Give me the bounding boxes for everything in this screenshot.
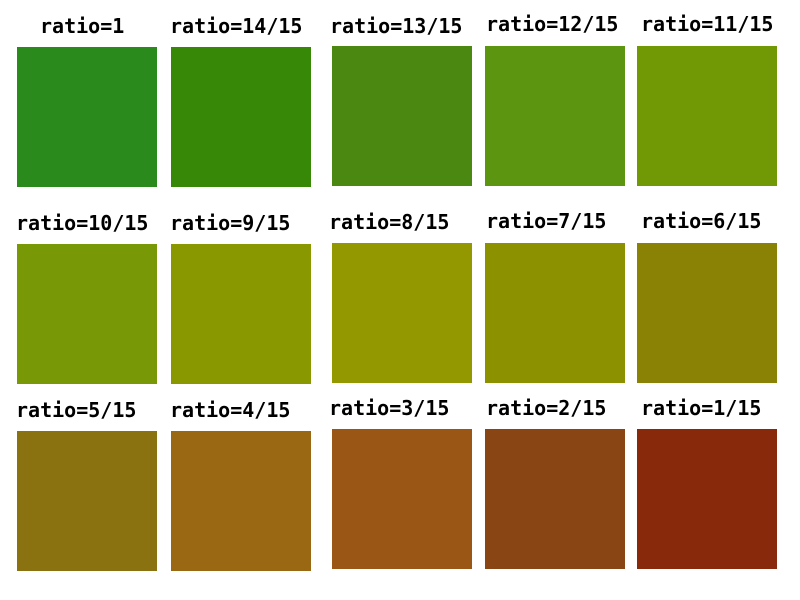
- swatch-label: ratio=7/15: [486, 209, 607, 233]
- swatch-label: ratio=11/15: [641, 12, 774, 36]
- color-swatch: [332, 46, 472, 186]
- swatch-label: ratio=1/15: [641, 396, 762, 420]
- swatch-label: ratio=3/15: [329, 396, 450, 420]
- color-swatch: [637, 46, 777, 186]
- swatch-label: ratio=8/15: [329, 210, 450, 234]
- color-swatch: [332, 429, 472, 569]
- color-swatch: [637, 243, 777, 383]
- color-swatch: [171, 431, 311, 571]
- swatch-label: ratio=5/15: [16, 398, 137, 422]
- swatch-label: ratio=2/15: [486, 396, 607, 420]
- color-swatch: [485, 46, 625, 186]
- swatch-label: ratio=12/15: [486, 12, 619, 36]
- swatch-label: ratio=13/15: [330, 14, 463, 38]
- color-swatch: [332, 243, 472, 383]
- swatch-label: ratio=10/15: [16, 211, 149, 235]
- color-swatch: [485, 429, 625, 569]
- swatch-label: ratio=14/15: [170, 14, 303, 38]
- swatch-label: ratio=6/15: [641, 209, 762, 233]
- color-swatch: [485, 243, 625, 383]
- swatch-label: ratio=1: [40, 14, 125, 38]
- color-swatch: [171, 244, 311, 384]
- color-swatch: [17, 244, 157, 384]
- swatch-label: ratio=9/15: [170, 211, 291, 235]
- color-swatch: [17, 47, 157, 187]
- color-swatch: [171, 47, 311, 187]
- color-swatch: [17, 431, 157, 571]
- color-swatch: [637, 429, 777, 569]
- swatch-label: ratio=4/15: [170, 398, 291, 422]
